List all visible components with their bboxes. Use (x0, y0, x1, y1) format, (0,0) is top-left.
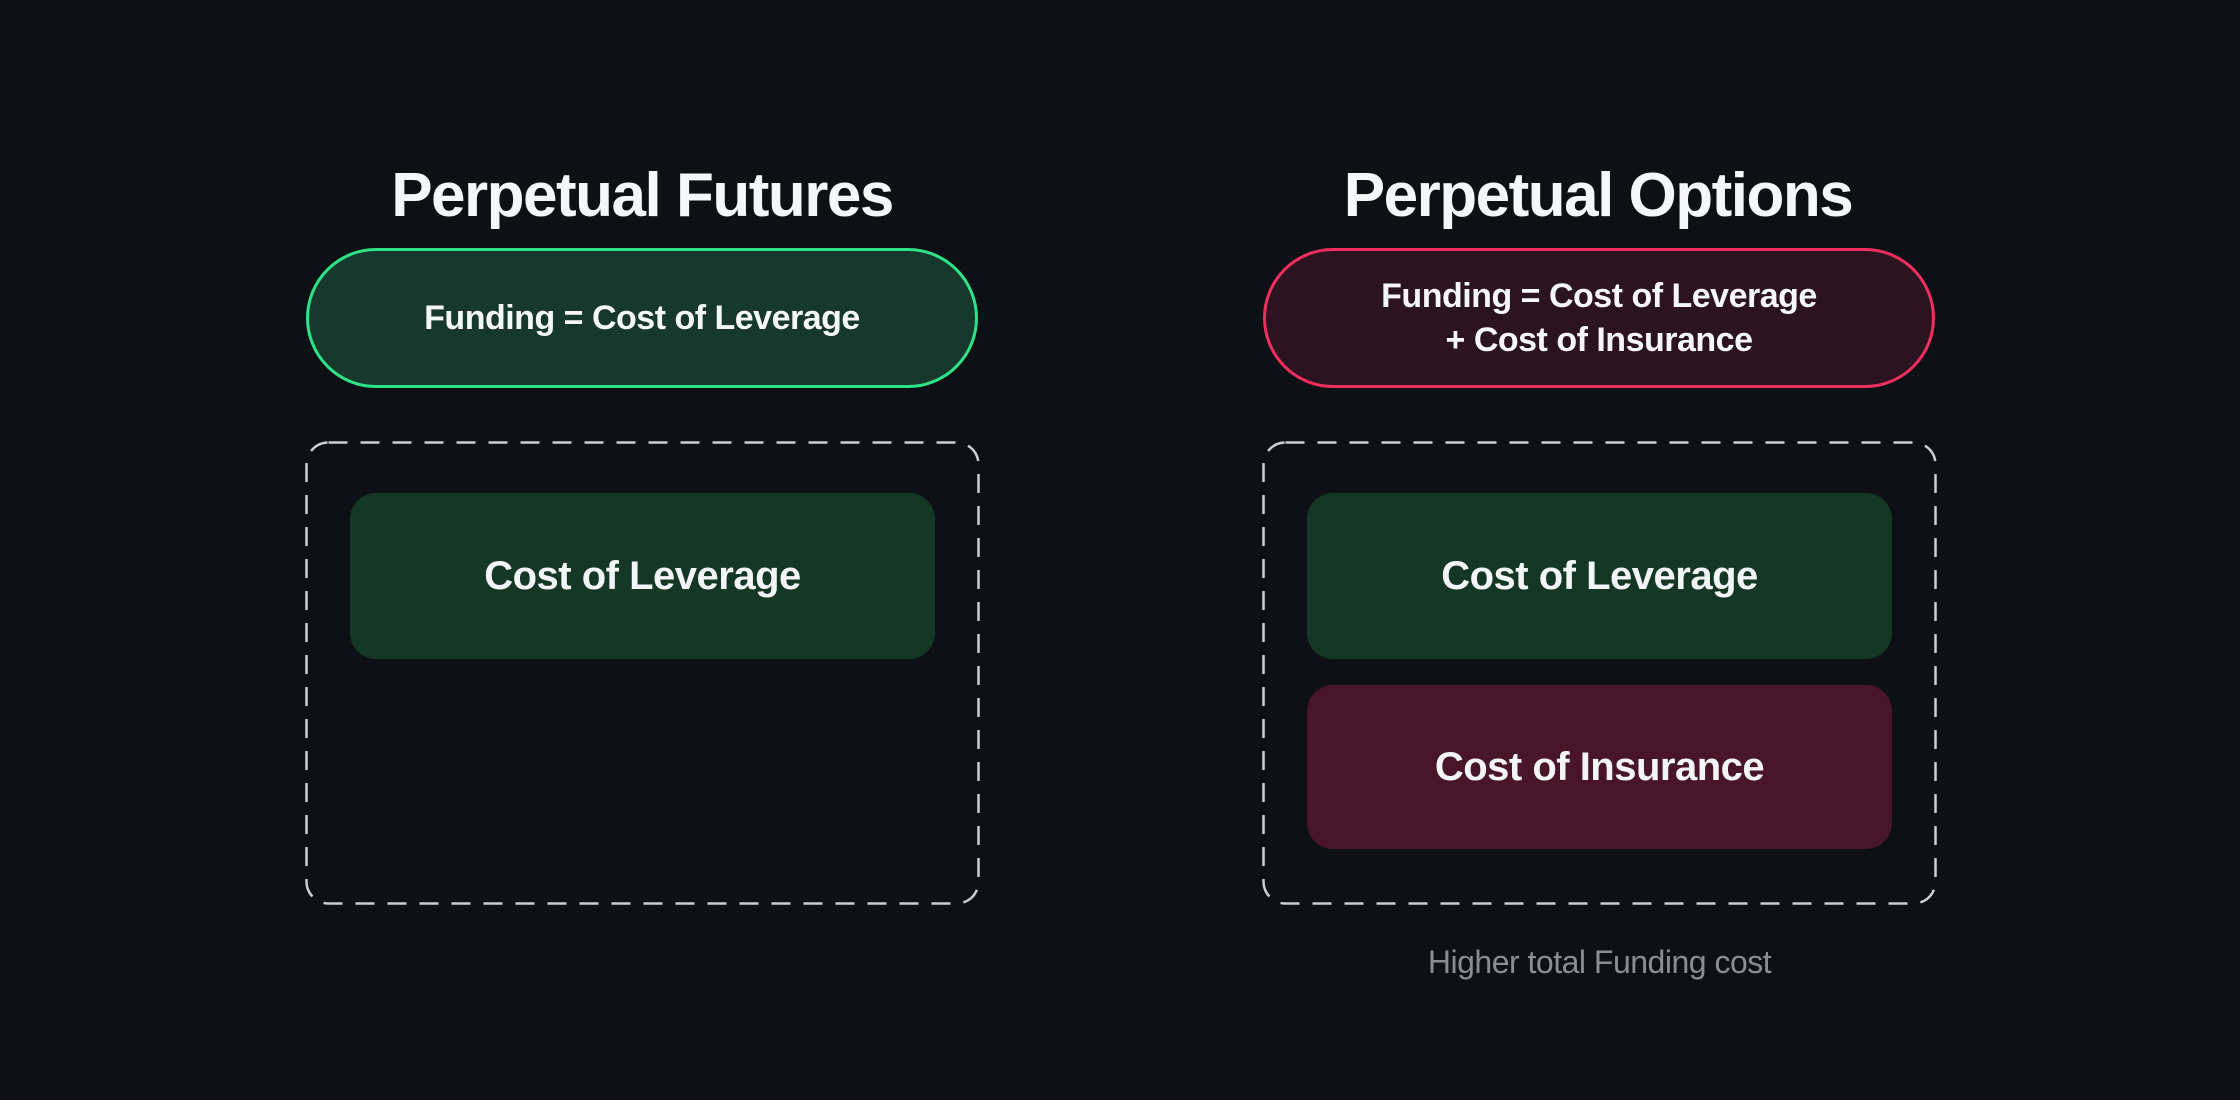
formula-line: Funding = Cost of Leverage (424, 298, 860, 337)
futures-components-container: Cost of Leverage (305, 441, 980, 905)
perpetual-futures-title: Perpetual Futures (391, 160, 894, 230)
options-components-container: Cost of Leverage Cost of Insurance (1262, 441, 1937, 905)
formula-line: + Cost of Insurance (1445, 321, 1753, 359)
dashed-border-rect (1262, 441, 1937, 905)
component-box-cost-of-leverage: Cost of Leverage (350, 493, 935, 659)
futures-funding-formula-pill: Funding = Cost of Leverage (306, 248, 978, 388)
dashed-border (305, 441, 980, 905)
component-box-cost-of-leverage: Cost of Leverage (1307, 493, 1892, 659)
component-box-cost-of-insurance: Cost of Insurance (1307, 685, 1892, 849)
higher-funding-cost-note: Higher total Funding cost (1427, 944, 1772, 980)
formula-line: Funding = Cost of Leverage (1381, 276, 1817, 315)
dashed-border (1262, 441, 1937, 905)
perpetual-options-title: Perpetual Options (1343, 160, 1854, 230)
options-funding-formula-pill: Funding = Cost of Leverage + Cost of Ins… (1263, 248, 1935, 388)
dashed-border-rect (305, 441, 980, 905)
